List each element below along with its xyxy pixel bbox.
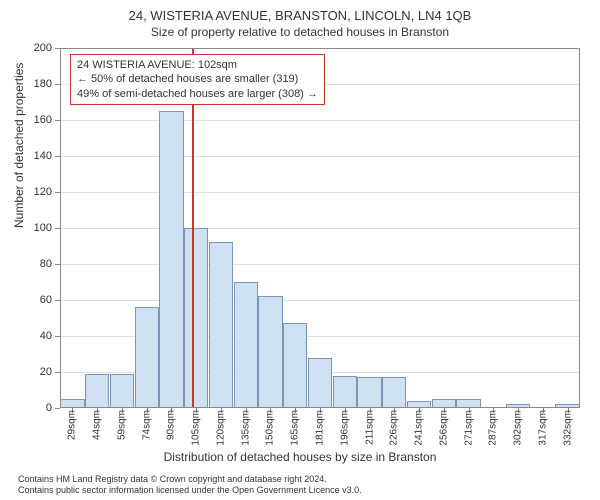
xtick-label: 302sqm — [513, 410, 524, 446]
xtick-label: 59sqm — [116, 410, 127, 440]
grid-line — [60, 120, 580, 121]
chart-title: 24, WISTERIA AVENUE, BRANSTON, LINCOLN, … — [0, 0, 600, 23]
footer-line-2: Contains public sector information licen… — [18, 485, 362, 496]
xtick-label: 241sqm — [414, 410, 425, 446]
grid-line — [60, 264, 580, 265]
histogram-bar — [407, 401, 431, 408]
histogram-bar — [135, 307, 159, 408]
histogram-bar — [333, 376, 357, 408]
ytick-mark — [55, 372, 60, 373]
xtick-label: 256sqm — [438, 410, 449, 446]
xtick-label: 165sqm — [290, 410, 301, 446]
histogram-bar — [258, 296, 282, 408]
ytick-mark — [55, 192, 60, 193]
histogram-bar — [432, 399, 456, 408]
histogram-bar — [110, 374, 134, 408]
xtick-label: 74sqm — [141, 410, 152, 440]
chart-area: 29sqm44sqm59sqm74sqm90sqm105sqm120sqm135… — [60, 48, 580, 408]
footer-line-1: Contains HM Land Registry data © Crown c… — [18, 474, 362, 485]
grid-line — [60, 192, 580, 193]
ytick-mark — [55, 48, 60, 49]
ytick-mark — [55, 336, 60, 337]
grid-line — [60, 228, 580, 229]
ytick-label: 120 — [0, 186, 52, 198]
footer-attribution: Contains HM Land Registry data © Crown c… — [18, 474, 362, 496]
grid-line — [60, 156, 580, 157]
xtick-label: 271sqm — [463, 410, 474, 446]
ytick-label: 80 — [0, 258, 52, 270]
histogram-bar — [209, 242, 233, 408]
xtick-label: 29sqm — [67, 410, 78, 440]
histogram-bar — [184, 228, 208, 408]
ytick-label: 140 — [0, 150, 52, 162]
xtick-label: 105sqm — [191, 410, 202, 446]
x-axis-label: Distribution of detached houses by size … — [0, 450, 600, 464]
ytick-mark — [55, 156, 60, 157]
xtick-label: 196sqm — [339, 410, 350, 446]
annotation-line-1: 24 WISTERIA AVENUE: 102sqm — [77, 58, 318, 72]
histogram-bar — [357, 377, 381, 408]
xtick-label: 287sqm — [488, 410, 499, 446]
ytick-label: 40 — [0, 330, 52, 342]
ytick-label: 180 — [0, 78, 52, 90]
xtick-label: 120sqm — [215, 410, 226, 446]
ytick-label: 160 — [0, 114, 52, 126]
xtick-label: 135sqm — [240, 410, 251, 446]
ytick-label: 20 — [0, 366, 52, 378]
xtick-label: 150sqm — [265, 410, 276, 446]
grid-line — [60, 300, 580, 301]
ytick-mark — [55, 264, 60, 265]
annotation-line-2: ← 50% of detached houses are smaller (31… — [77, 72, 318, 86]
xtick-label: 226sqm — [389, 410, 400, 446]
histogram-bar — [85, 374, 109, 408]
ytick-label: 60 — [0, 294, 52, 306]
xtick-label: 181sqm — [315, 410, 326, 446]
annotation-line-3: 49% of semi-detached houses are larger (… — [77, 87, 318, 101]
xtick-label: 211sqm — [364, 410, 375, 445]
ytick-mark — [55, 408, 60, 409]
chart-subtitle: Size of property relative to detached ho… — [0, 23, 600, 39]
ytick-label: 200 — [0, 42, 52, 54]
annotation-box: 24 WISTERIA AVENUE: 102sqm ← 50% of deta… — [70, 54, 325, 105]
histogram-bar — [283, 323, 307, 408]
ytick-label: 100 — [0, 222, 52, 234]
xtick-label: 317sqm — [537, 410, 548, 446]
histogram-bar — [308, 358, 332, 408]
ytick-mark — [55, 300, 60, 301]
ytick-label: 0 — [0, 402, 52, 414]
histogram-bar — [234, 282, 258, 408]
xtick-label: 332sqm — [562, 410, 573, 446]
xtick-label: 90sqm — [166, 410, 177, 440]
ytick-mark — [55, 120, 60, 121]
histogram-bar — [159, 111, 183, 408]
histogram-bar — [382, 377, 406, 408]
xtick-label: 44sqm — [92, 410, 103, 440]
ytick-mark — [55, 84, 60, 85]
histogram-bar — [60, 399, 84, 408]
histogram-bar — [456, 399, 480, 408]
ytick-mark — [55, 228, 60, 229]
